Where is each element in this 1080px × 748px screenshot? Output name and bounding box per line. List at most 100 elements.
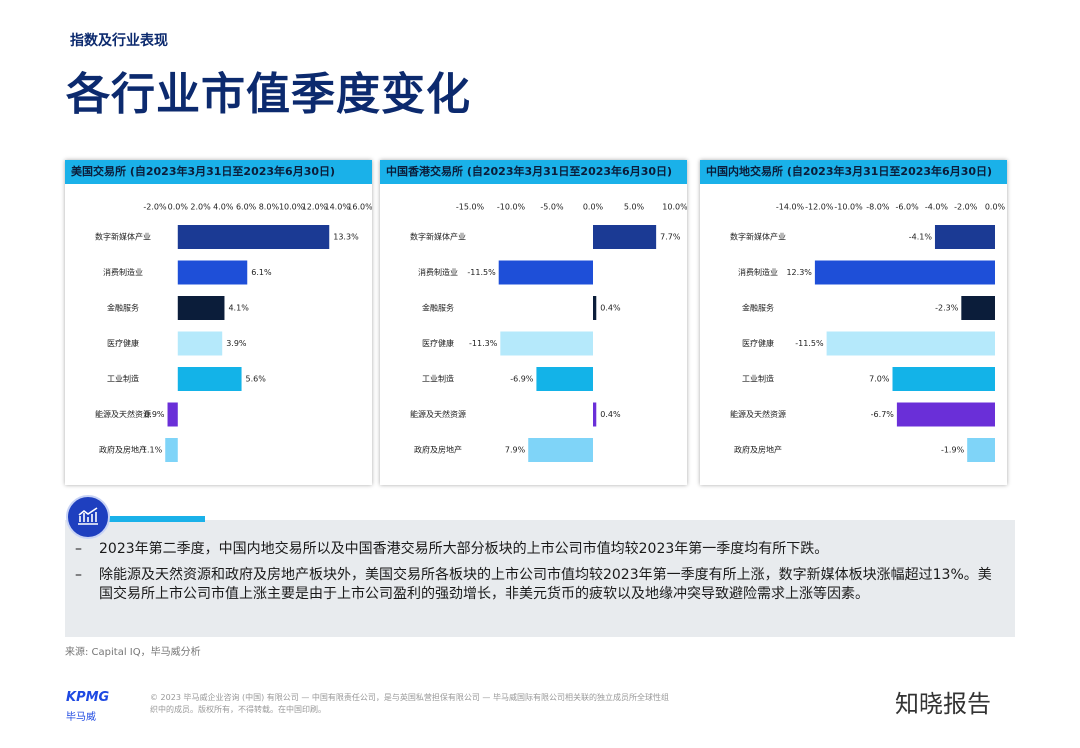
chart-title: 美国交易所 (自2023年3月31日至2023年6月30日)	[65, 160, 372, 184]
x-tick-label: 6.0%	[236, 203, 257, 212]
x-tick-label: 10.0%	[662, 203, 687, 212]
x-tick-label: -10.0%	[834, 203, 863, 212]
chart-title: 中国香港交易所 (自2023年3月31日至2023年6月30日)	[380, 160, 687, 184]
x-tick-label: -12.0%	[805, 203, 834, 212]
watermark: 知晓报告	[895, 690, 991, 718]
category-label: 能源及天然资源	[410, 409, 466, 419]
bar	[814, 260, 995, 285]
x-tick-label: 16.0%	[347, 203, 372, 212]
bullet-text: 除能源及天然资源和政府及房地产板块外，美国交易所各板块的上市公司市值均较2023…	[99, 567, 992, 602]
x-tick-label: 0.0%	[985, 203, 1006, 212]
category-label: 金融服务	[742, 303, 774, 313]
bar	[177, 367, 242, 391]
x-tick-label: 4.0%	[213, 203, 234, 212]
value-label: -11.3%	[469, 339, 498, 348]
category-label: 工业制造	[742, 374, 774, 384]
bullet-list: –2023年第二季度，中国内地交易所以及中国香港交易所大部分板块的上市公司市值均…	[75, 540, 1005, 604]
value-label: -6.7%	[871, 410, 895, 419]
value-label: 4.1%	[228, 304, 249, 313]
x-tick-label: 5.0%	[624, 203, 645, 212]
value-label: -11.5%	[795, 339, 824, 348]
category-label: 工业制造	[107, 374, 139, 384]
logo-cn: 毕马威	[66, 712, 96, 723]
category-label: 能源及天然资源	[95, 409, 151, 419]
chart-panel: 中国内地交易所 (自2023年3月31日至2023年6月30日) -14.0% -1…	[700, 160, 1007, 485]
logo: KPMG	[66, 690, 110, 705]
value-label: 0.4%	[600, 410, 621, 419]
chart: -2.0% 0.0% 2.0% 4.0% 6.0% 8.0% 10.0%12.0%14.0%…	[95, 203, 373, 462]
bar	[892, 367, 995, 391]
chart-title: 中国内地交易所 (自2023年3月31日至2023年6月30日)	[700, 160, 1007, 184]
value-label: 13.3%	[333, 233, 359, 242]
bar	[165, 438, 178, 462]
category-label: 医疗健康	[107, 338, 139, 348]
bar	[961, 296, 995, 320]
category-label: 数字新媒体产业	[410, 232, 466, 242]
value-label: -4.1%	[909, 233, 933, 242]
section: 指数及行业表现	[70, 33, 168, 49]
category-label: 消费制造业	[418, 267, 458, 277]
chart: -15.0% -10.0% -5.0% 0.0% 5.0% 10.0% 数字新媒体产业 7.7…	[410, 203, 688, 462]
copyright: © 2023 毕马威企业咨询 (中国) 有限公司 — 中国有限责任公司，是与英国…	[150, 693, 669, 714]
value-label: -6.9%	[510, 375, 534, 384]
category-label: 政府及房地产	[99, 445, 147, 455]
x-tick-label: 0.0%	[168, 203, 189, 212]
x-tick-label: 2.0%	[190, 203, 211, 212]
category-label: 工业制造	[422, 374, 454, 384]
bullet: – 除能源及天然资源和政府及房地产板块外，美国交易所各板块的上市公司市值均较202…	[75, 566, 1005, 604]
x-tick-label: 10.0%	[279, 203, 305, 212]
accent-line	[90, 516, 205, 522]
category-label: 政府及房地产	[414, 445, 462, 455]
bar	[593, 402, 597, 427]
category-label: 消费制造业	[738, 267, 778, 277]
chart-panel: 美国交易所 (自2023年3月31日至2023年6月30日) -2.0% 0.0% 2…	[65, 160, 373, 485]
source: 来源: Capital IQ，毕马威分析	[65, 647, 201, 658]
x-tick-label: -4.0%	[925, 203, 949, 212]
bar	[826, 331, 995, 356]
x-tick-label: -2.0%	[143, 203, 167, 212]
x-tick-label: -14.0%	[776, 203, 805, 212]
bar	[528, 438, 593, 462]
x-tick-label: -8.0%	[866, 203, 890, 212]
value-label: 7.7%	[660, 233, 681, 242]
bar	[536, 367, 593, 391]
x-tick-label: 0.0%	[583, 203, 604, 212]
value-label: 3.9%	[226, 339, 247, 348]
value-label: 0.9%	[144, 410, 165, 419]
value-label: -1.9%	[941, 446, 965, 455]
bar	[500, 331, 593, 356]
category-label: 政府及房地产	[734, 445, 782, 455]
bar	[177, 260, 248, 285]
icon	[66, 495, 110, 539]
value-label: 7.0%	[869, 375, 890, 384]
x-tick-label: 8.0%	[259, 203, 280, 212]
value-label: 7.9%	[505, 446, 526, 455]
category-label: 金融服务	[107, 303, 139, 313]
x-tick-label: 12.0%	[302, 203, 328, 212]
bar	[177, 225, 330, 249]
bar	[593, 225, 657, 249]
category-label: 数字新媒体产业	[730, 232, 786, 242]
value-label: -11.5%	[467, 268, 496, 277]
bar	[167, 402, 178, 427]
bar	[593, 296, 597, 320]
notes-box	[65, 520, 1015, 637]
x-tick-label: -10.0%	[497, 203, 526, 212]
x-tick-label: 14.0%	[325, 203, 351, 212]
value-label: 6.1%	[251, 268, 272, 277]
x-tick-label: -6.0%	[896, 203, 920, 212]
value-label: 1.1%	[142, 446, 163, 455]
bar	[498, 260, 593, 285]
value-label: 5.6%	[246, 375, 267, 384]
category-label: 能源及天然资源	[730, 409, 786, 419]
x-tick-label: -5.0%	[540, 203, 564, 212]
bar	[177, 296, 225, 320]
bar	[967, 438, 995, 462]
value-label: 12.3%	[786, 268, 812, 277]
category-label: 金融服务	[422, 303, 454, 313]
category-label: 数字新媒体产业	[95, 232, 151, 242]
category-label: 医疗健康	[422, 338, 454, 348]
category-label: 医疗健康	[742, 338, 774, 348]
bar	[896, 402, 995, 427]
